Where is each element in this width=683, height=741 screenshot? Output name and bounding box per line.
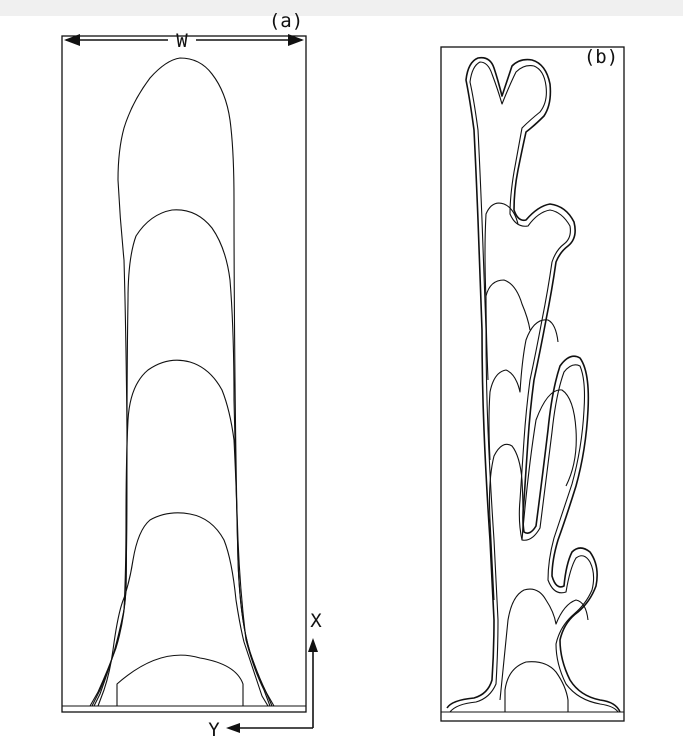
axis-y-label: Y bbox=[208, 719, 220, 741]
panel-a-front-5 bbox=[89, 57, 275, 707]
panel-b-envelope bbox=[446, 56, 621, 713]
top-band bbox=[0, 0, 683, 16]
panel-b: (b) bbox=[440, 46, 625, 722]
width-dimension-arrow bbox=[64, 34, 304, 46]
axis-indicator bbox=[226, 638, 318, 733]
panel-b-front-1 bbox=[504, 661, 569, 712]
panel-b-front-6 bbox=[484, 202, 519, 301]
panel-a-front-2 bbox=[97, 512, 269, 707]
panel-a-label: (a) bbox=[269, 10, 303, 32]
panel-a-frame bbox=[61, 35, 307, 713]
panel-b-envelope-inner bbox=[449, 61, 619, 713]
panel-b-frame bbox=[440, 46, 625, 722]
panel-a-front-1 bbox=[116, 654, 244, 706]
panel-b-front-2 bbox=[499, 588, 589, 701]
width-label: W bbox=[176, 30, 188, 52]
panel-b-front-5 bbox=[485, 279, 531, 381]
panel-b-label: (b) bbox=[584, 46, 618, 68]
axis-x-label: X bbox=[310, 610, 322, 632]
panel-a: W (a) X Y bbox=[61, 10, 322, 741]
panel-b-front-3 bbox=[488, 389, 577, 601]
panel-b-front-4 bbox=[488, 319, 559, 461]
panel-a-front-3 bbox=[93, 359, 271, 707]
